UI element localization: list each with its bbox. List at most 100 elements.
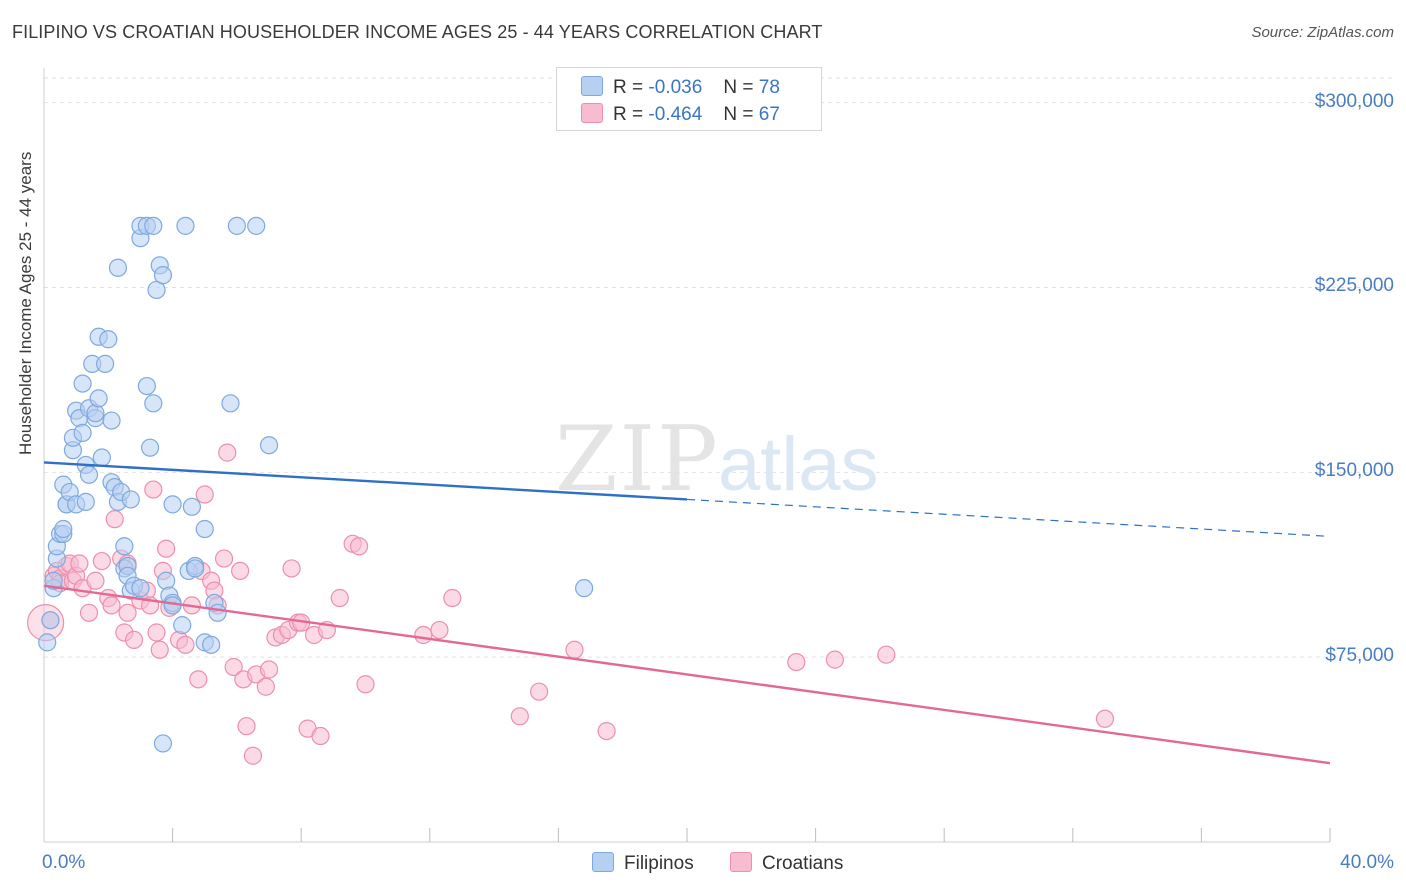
- bottom-legend-label-croatians: Croatians: [762, 853, 844, 874]
- croatians-point: [92, 551, 111, 571]
- filipinos-point: [144, 216, 163, 235]
- filipinos-point: [73, 423, 92, 442]
- bottom-legend-swatch-filipinos: [592, 852, 614, 872]
- filipinos-point: [153, 266, 173, 285]
- legend-r-label: R =: [613, 77, 644, 98]
- croatians-point: [147, 623, 166, 642]
- legend-r-value: -0.036: [648, 77, 703, 98]
- source-label: Source: ZipAtlas.com: [1251, 24, 1394, 41]
- croatians-point: [86, 571, 105, 590]
- croatians-point: [282, 559, 301, 578]
- croatians-point: [118, 603, 137, 622]
- filipinos-point: [38, 633, 57, 652]
- legend-r-label: R =: [613, 104, 644, 125]
- filipinos-point: [89, 389, 108, 408]
- filipinos-point: [157, 571, 176, 590]
- legend-n-label: N =: [723, 77, 754, 98]
- croatians-point: [102, 596, 121, 615]
- filipinos-point: [99, 330, 118, 349]
- croatians-point: [877, 645, 896, 664]
- filipinos-point: [208, 603, 227, 622]
- legend-n-value: 78: [758, 77, 780, 98]
- trend-lines: [43, 461, 1331, 765]
- filipinos-point: [54, 519, 73, 539]
- filipinos-point: [195, 519, 214, 539]
- legend: R = -0.036 N = 78 R = -0.464 N = 67: [556, 67, 822, 131]
- croatians-point: [150, 640, 169, 659]
- croatians-point: [105, 510, 124, 529]
- croatians-point: [443, 588, 462, 608]
- croatians-point: [430, 620, 449, 640]
- filipinos-point: [259, 436, 279, 455]
- filipinos-point: [186, 559, 205, 578]
- croatians-point: [565, 640, 584, 659]
- croatians-point: [189, 670, 208, 689]
- filipinos-point: [137, 376, 156, 396]
- filipinos-point: [163, 495, 182, 514]
- filipinos-point: [92, 448, 111, 467]
- filipinos-point: [131, 579, 150, 598]
- x-tick-label-max: 40.0%: [1340, 852, 1394, 873]
- croatians-point: [597, 721, 616, 741]
- filipinos-point: [176, 216, 195, 235]
- chart-title: FILIPINO VS CROATIAN HOUSEHOLDER INCOME …: [12, 22, 823, 42]
- filipinos-point: [44, 571, 63, 590]
- filipinos-point: [140, 438, 160, 457]
- filipinos-point: [108, 258, 128, 277]
- y-tick-label: $225,000: [1314, 275, 1394, 297]
- filipinos-point: [79, 465, 99, 484]
- croatians-point: [195, 485, 214, 504]
- filipinos-point: [73, 374, 92, 393]
- filipinos-point: [575, 579, 594, 598]
- y-tick-label: $150,000: [1314, 460, 1394, 482]
- croatians-point: [176, 635, 195, 654]
- croatians-point: [259, 660, 279, 679]
- filipinos-point: [86, 404, 105, 423]
- watermark: ZIP atlas: [555, 407, 879, 512]
- bottom-legend-croatians: Croatians: [730, 852, 843, 875]
- croatians-point: [330, 588, 349, 608]
- croatians-point: [243, 746, 263, 765]
- croatians-point: [237, 717, 256, 736]
- y-tick-label: $75,000: [1325, 645, 1394, 667]
- filipinos-point: [144, 394, 163, 413]
- filipinos-trend-line-extrapolated: [686, 498, 1331, 537]
- croatians-point: [218, 443, 237, 462]
- croatians-point: [157, 539, 176, 558]
- filipinos-point: [202, 635, 221, 654]
- filipinos-point: [76, 492, 95, 511]
- croatians-point: [510, 707, 529, 726]
- croatians-point: [1095, 709, 1115, 728]
- watermark-atlas: atlas: [718, 422, 879, 507]
- legend-n-value: 67: [758, 104, 780, 125]
- croatians-point: [414, 625, 433, 645]
- filipinos-point: [95, 354, 115, 373]
- croatians-point: [144, 480, 163, 499]
- croatians-point: [349, 537, 369, 556]
- filipinos-point: [41, 611, 60, 630]
- x-tick-label-min: 0.0%: [42, 852, 86, 873]
- bottom-legend-label-filipinos: Filipinos: [624, 853, 694, 874]
- legend-swatch-filipinos: [581, 76, 603, 96]
- filipinos-point: [227, 216, 246, 235]
- filipinos-point: [153, 734, 173, 753]
- filipinos-point: [221, 394, 240, 413]
- croatians-point: [214, 549, 234, 568]
- filipinos-point: [115, 537, 134, 556]
- filipinos-point: [121, 490, 140, 509]
- croatians-point: [311, 726, 330, 746]
- croatians-point: [79, 603, 99, 622]
- legend-swatch-croatians: [581, 103, 603, 123]
- croatians-point: [530, 682, 549, 701]
- croatians-point: [787, 652, 806, 672]
- filipinos-points: [38, 216, 594, 753]
- legend-n-label: N =: [723, 104, 754, 125]
- filipinos-point: [173, 616, 192, 635]
- legend-r-value: -0.464: [648, 104, 703, 125]
- croatians-point: [356, 675, 375, 694]
- filipinos-point: [102, 411, 121, 430]
- filipinos-trend-line: [43, 461, 688, 501]
- bottom-legend-swatch-croatians: [730, 852, 752, 872]
- croatians-point: [256, 677, 275, 696]
